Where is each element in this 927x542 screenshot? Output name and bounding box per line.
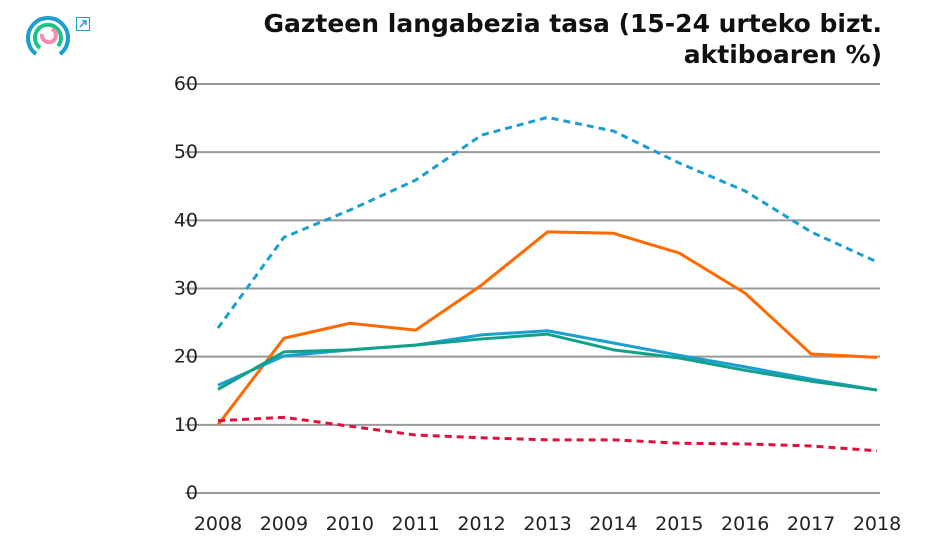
x-tick-label: 2015 [655,513,703,535]
y-tick-label: 0 [186,482,198,504]
x-tick-label: 2014 [589,513,637,535]
eustat-logo-icon[interactable] [24,12,72,62]
x-tick-label: 2018 [853,513,901,535]
x-tick-label: 2010 [326,513,374,535]
y-tick-label: 50 [174,141,198,163]
series-line-1 [216,230,878,426]
series-line-4 [217,415,878,453]
y-tick-label: 40 [174,209,198,231]
y-tick-label: 30 [174,278,198,300]
x-tick-label: 2016 [721,513,769,535]
chart-title: Gazteen langabezia tasa (15-24 urteko bi… [263,9,882,69]
x-tick-label: 2008 [194,513,242,535]
x-tick-label: 2013 [523,513,571,535]
series-line-3 [217,332,878,392]
x-tick-label: 2011 [392,513,440,535]
y-tick-label: 60 [174,73,198,95]
y-tick-label: 20 [174,346,198,368]
y-tick-label: 10 [174,414,198,436]
x-tick-label: 2017 [787,513,835,535]
series-line-2 [217,329,878,392]
x-tick-label: 2009 [260,513,308,535]
series-line-0 [216,115,878,329]
x-tick-label: 2012 [457,513,505,535]
expand-arrow-icon[interactable] [76,16,90,35]
